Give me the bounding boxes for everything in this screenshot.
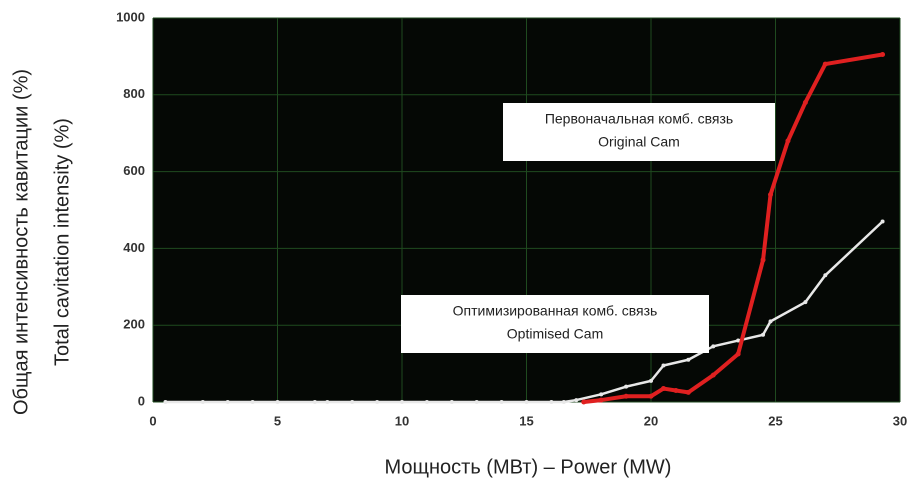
y-axis-label: Total cavitation intensity (%) — [51, 118, 73, 366]
data-point — [880, 51, 886, 57]
data-point — [163, 400, 168, 404]
y-tick-label: 400 — [123, 240, 145, 255]
x-tick-label: 25 — [768, 413, 782, 428]
data-point — [474, 400, 479, 404]
data-point — [711, 344, 716, 349]
data-point — [768, 192, 774, 198]
y-tick-label: 200 — [123, 317, 145, 332]
data-point — [823, 273, 828, 278]
annotation-text: Оптимизированная комб. связь — [453, 303, 658, 319]
data-point — [350, 400, 355, 404]
data-point — [275, 400, 280, 404]
x-tick-label: 15 — [519, 413, 533, 428]
data-point — [822, 61, 828, 67]
data-point — [686, 357, 691, 362]
data-point — [499, 400, 504, 404]
data-point — [561, 400, 566, 404]
y-tick-label: 600 — [123, 163, 145, 178]
annotation-box — [503, 103, 775, 161]
data-point — [649, 378, 653, 383]
data-point — [250, 400, 255, 404]
data-point — [673, 387, 679, 393]
data-point — [598, 397, 604, 403]
data-point — [880, 219, 885, 224]
data-point — [325, 400, 330, 404]
x-tick-label: 10 — [395, 413, 409, 428]
data-point — [660, 386, 666, 392]
data-point — [200, 400, 205, 404]
data-point — [760, 257, 766, 263]
data-point — [761, 332, 766, 337]
data-point — [424, 400, 429, 404]
annotation-text: Original Cam — [598, 134, 680, 150]
x-tick-label: 20 — [644, 413, 658, 428]
data-point — [599, 392, 604, 397]
data-point — [661, 363, 666, 368]
y-axis-label: Общая интенсивность кавитации (%) — [10, 69, 32, 415]
data-point — [375, 400, 380, 404]
data-point — [623, 393, 629, 399]
data-point — [524, 400, 529, 404]
data-point — [624, 384, 629, 389]
y-tick-label: 0 — [138, 393, 145, 408]
x-axis-label: Мощность (МВт) – Power (MW) — [385, 456, 672, 478]
data-point — [736, 338, 741, 343]
x-tick-label: 5 — [274, 413, 281, 428]
data-point — [710, 372, 716, 378]
data-point — [581, 399, 587, 405]
data-point — [685, 389, 691, 395]
x-tick-label: 0 — [149, 413, 156, 428]
x-tick-label: 30 — [893, 413, 907, 428]
data-point — [225, 400, 230, 404]
data-point — [400, 400, 404, 404]
data-point — [574, 398, 579, 403]
y-tick-label: 800 — [123, 86, 145, 101]
data-point — [549, 400, 554, 404]
annotation-text: Optimised Cam — [507, 326, 603, 342]
data-point — [312, 400, 317, 404]
data-point — [785, 138, 791, 144]
data-point — [735, 351, 741, 357]
data-point — [803, 300, 808, 305]
data-point — [648, 393, 654, 399]
data-point — [802, 99, 808, 105]
y-tick-label: 1000 — [116, 9, 145, 24]
data-point — [449, 400, 454, 404]
annotation-box — [401, 295, 709, 353]
annotation-text: Первоначальная комб. связь — [545, 111, 733, 127]
data-point — [768, 319, 773, 324]
